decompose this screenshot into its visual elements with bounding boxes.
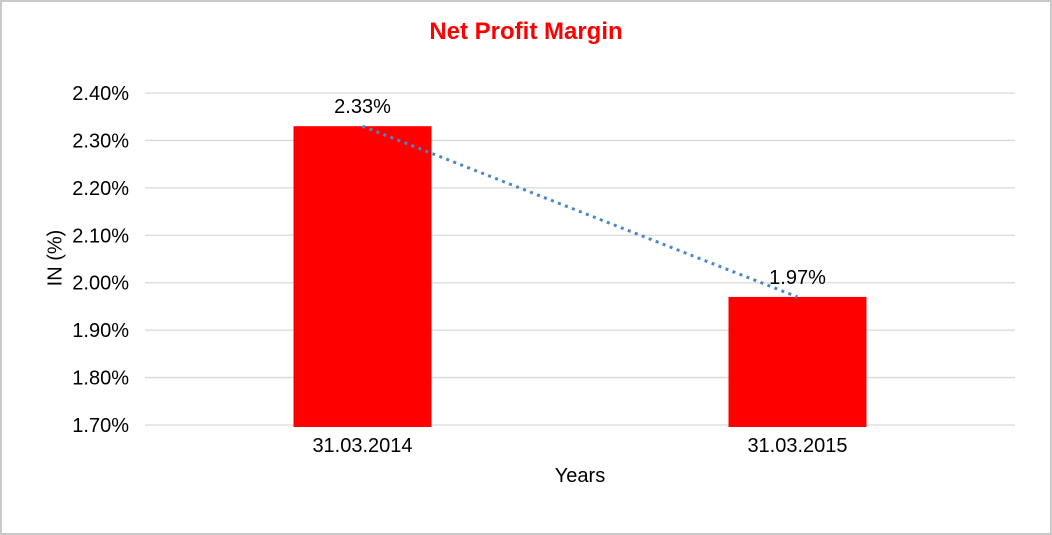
bar-data-label: 2.33% <box>334 96 391 118</box>
trendline <box>361 124 799 299</box>
x-category-label: 31.03.2014 <box>312 435 412 457</box>
y-tick-label: 2.00% <box>72 273 129 295</box>
y-tick-label: 2.40% <box>72 83 129 105</box>
y-tick-label: 1.90% <box>72 320 129 342</box>
y-tick-label: 2.10% <box>72 225 129 247</box>
bar <box>728 296 867 427</box>
bar-data-label: 1.97% <box>769 267 826 289</box>
y-tick-label: 2.20% <box>72 178 129 200</box>
y-tick-label: 2.30% <box>72 130 129 152</box>
y-tick-label: 1.70% <box>72 415 129 437</box>
x-category-label: 31.03.2015 <box>747 435 847 457</box>
x-axis-title: Years <box>554 465 606 487</box>
y-tick-label: 1.80% <box>72 368 129 390</box>
chart-title: Net Profit Margin <box>429 18 623 45</box>
bar <box>293 126 432 427</box>
